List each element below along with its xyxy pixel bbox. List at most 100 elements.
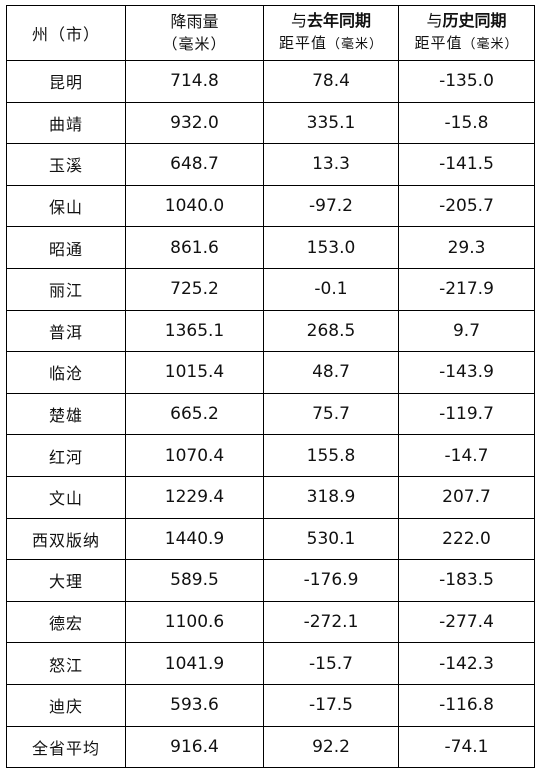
vs-last-year-cell: 92.2 <box>263 725 399 769</box>
vs-last-year-cell: 268.5 <box>263 309 399 353</box>
region-cell: 全省平均 <box>6 725 126 769</box>
rainfall-cell: 1070.4 <box>125 434 264 477</box>
vs-history-cell: -74.1 <box>398 725 535 769</box>
rainfall-table: 州（市） 降雨量 （毫米） 与去年同期 距平值（毫米） 与历史同期 距平值（毫米… <box>6 5 535 769</box>
rainfall-cell: 1040.0 <box>125 184 264 228</box>
vs-history-cell: -116.8 <box>398 683 535 727</box>
table-row: 红河 1070.4 155.8 -14.7 <box>6 434 535 477</box>
rainfall-cell: 1041.9 <box>125 642 264 685</box>
header-region-label: 州（市） <box>31 25 100 44</box>
region-cell: 昭通 <box>6 226 126 269</box>
rainfall-cell: 1365.1 <box>125 309 264 353</box>
vs-history-cell: -183.5 <box>398 559 535 602</box>
vs-history-cell: -142.3 <box>398 642 535 685</box>
region-cell: 玉溪 <box>6 143 126 186</box>
table-row: 楚雄 665.2 75.7 -119.7 <box>6 392 535 436</box>
rainfall-cell: 665.2 <box>125 392 264 436</box>
header-vs-last-year-bold: 去年同期 <box>307 11 372 30</box>
region-cell: 曲靖 <box>6 101 126 145</box>
vs-last-year-cell: -17.5 <box>263 683 399 727</box>
vs-history-cell: -277.4 <box>398 600 535 644</box>
table-row: 昭通 861.6 153.0 29.3 <box>6 226 535 269</box>
header-vs-history-title: 与历史同期 <box>399 10 534 32</box>
header-region: 州（市） <box>6 5 126 61</box>
vs-history-cell: -119.7 <box>398 392 535 436</box>
table-row: 临沧 1015.4 48.7 -143.9 <box>6 351 535 394</box>
header-rainfall-label: 降雨量 <box>170 12 219 31</box>
rainfall-cell: 916.4 <box>125 725 264 769</box>
vs-history-cell: 222.0 <box>398 517 535 561</box>
rainfall-cell: 725.2 <box>125 267 264 311</box>
region-cell: 大理 <box>6 559 126 602</box>
vs-last-year-cell: -176.9 <box>263 559 399 602</box>
header-vs-history-prefix: 与 <box>426 11 443 30</box>
header-vs-last-year: 与去年同期 距平值（毫米） <box>263 5 399 61</box>
rainfall-cell: 593.6 <box>125 683 264 727</box>
header-row: 州（市） 降雨量 （毫米） 与去年同期 距平值（毫米） 与历史同期 距平值（毫米… <box>6 5 535 61</box>
table-row: 普洱 1365.1 268.5 9.7 <box>6 309 535 353</box>
header-rainfall-unit: （毫米） <box>162 35 227 53</box>
header-vs-last-year-title: 与去年同期 <box>264 10 398 32</box>
header-vs-history: 与历史同期 距平值（毫米） <box>398 5 535 61</box>
region-cell: 昆明 <box>6 60 126 103</box>
table-row: 德宏 1100.6 -272.1 -277.4 <box>6 600 535 644</box>
rainfall-cell: 1440.9 <box>125 517 264 561</box>
table-row: 曲靖 932.0 335.1 -15.8 <box>6 101 535 145</box>
table-row: 西双版纳 1440.9 530.1 222.0 <box>6 517 535 561</box>
table-row: 丽江 725.2 -0.1 -217.9 <box>6 267 535 311</box>
header-vs-last-year-subtitle: 距平值（毫米） <box>264 32 398 56</box>
table-body: 昆明 714.8 78.4 -135.0 曲靖 932.0 335.1 -15.8 玉溪 648.… <box>6 60 535 769</box>
region-cell: 丽江 <box>6 267 126 311</box>
rainfall-cell: 932.0 <box>125 101 264 145</box>
vs-last-year-cell: -97.2 <box>263 184 399 228</box>
region-cell: 保山 <box>6 184 126 228</box>
vs-history-cell: 29.3 <box>398 226 535 269</box>
region-cell: 德宏 <box>6 600 126 644</box>
vs-last-year-cell: 155.8 <box>263 434 399 477</box>
table-row: 昆明 714.8 78.4 -135.0 <box>6 60 535 103</box>
table-row: 怒江 1041.9 -15.7 -142.3 <box>6 642 535 685</box>
vs-last-year-cell: -15.7 <box>263 642 399 685</box>
region-cell: 红河 <box>6 434 126 477</box>
region-cell: 迪庆 <box>6 683 126 727</box>
vs-last-year-cell: 75.7 <box>263 392 399 436</box>
table-row: 全省平均 916.4 92.2 -74.1 <box>6 725 535 769</box>
table-row: 迪庆 593.6 -17.5 -116.8 <box>6 683 535 727</box>
rainfall-cell: 1100.6 <box>125 600 264 644</box>
rainfall-cell: 1229.4 <box>125 475 264 519</box>
vs-last-year-cell: 48.7 <box>263 351 399 394</box>
header-vs-last-year-unit: （毫米） <box>327 37 384 52</box>
region-cell: 怒江 <box>6 642 126 685</box>
header-vs-history-unit: （毫米） <box>462 37 519 52</box>
header-vs-history-sub: 距平值 <box>414 34 463 52</box>
vs-last-year-cell: -272.1 <box>263 600 399 644</box>
header-rainfall: 降雨量 （毫米） <box>125 5 264 61</box>
vs-last-year-cell: 530.1 <box>263 517 399 561</box>
vs-history-cell: -143.9 <box>398 351 535 394</box>
vs-history-cell: -141.5 <box>398 143 535 186</box>
region-cell: 文山 <box>6 475 126 519</box>
region-cell: 普洱 <box>6 309 126 353</box>
vs-history-cell: -135.0 <box>398 60 535 103</box>
rainfall-cell: 589.5 <box>125 559 264 602</box>
region-cell: 西双版纳 <box>6 517 126 561</box>
rainfall-cell: 861.6 <box>125 226 264 269</box>
vs-history-cell: 9.7 <box>398 309 535 353</box>
table-row: 玉溪 648.7 13.3 -141.5 <box>6 143 535 186</box>
region-cell: 楚雄 <box>6 392 126 436</box>
header-vs-last-year-prefix: 与 <box>290 11 307 30</box>
table-row: 文山 1229.4 318.9 207.7 <box>6 475 535 519</box>
vs-last-year-cell: -0.1 <box>263 267 399 311</box>
table-row: 大理 589.5 -176.9 -183.5 <box>6 559 535 602</box>
vs-history-cell: -15.8 <box>398 101 535 145</box>
vs-history-cell: -14.7 <box>398 434 535 477</box>
table-row: 保山 1040.0 -97.2 -205.7 <box>6 184 535 228</box>
header-vs-history-bold: 历史同期 <box>442 11 507 30</box>
region-cell: 临沧 <box>6 351 126 394</box>
vs-last-year-cell: 318.9 <box>263 475 399 519</box>
rainfall-cell: 648.7 <box>125 143 264 186</box>
vs-history-cell: -217.9 <box>398 267 535 311</box>
rainfall-cell: 1015.4 <box>125 351 264 394</box>
vs-last-year-cell: 153.0 <box>263 226 399 269</box>
header-vs-last-year-sub: 距平值 <box>278 34 327 52</box>
